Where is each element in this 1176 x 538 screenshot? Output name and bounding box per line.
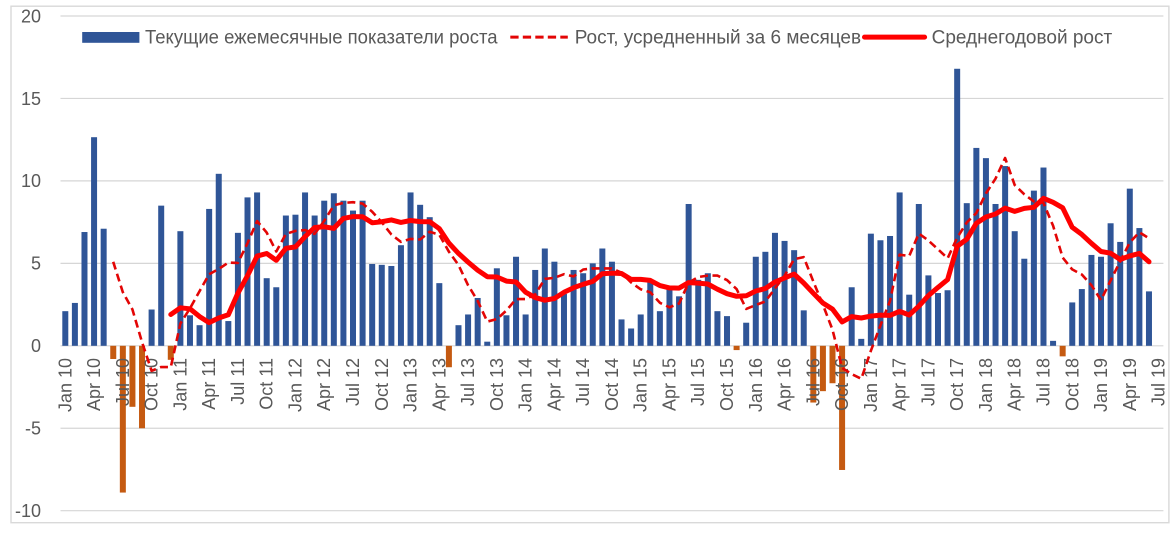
svg-text:20: 20 bbox=[21, 6, 41, 26]
svg-text:Oct 12: Oct 12 bbox=[372, 358, 392, 411]
svg-text:Jul 16: Jul 16 bbox=[803, 358, 823, 406]
svg-text:Jan 18: Jan 18 bbox=[976, 358, 996, 412]
svg-text:-10: -10 bbox=[15, 501, 41, 521]
svg-text:Oct 11: Oct 11 bbox=[257, 358, 277, 410]
svg-text:Среднегодовой рост: Среднегодовой рост bbox=[932, 28, 1113, 49]
svg-text:15: 15 bbox=[21, 89, 41, 109]
svg-text:Oct 17: Oct 17 bbox=[947, 358, 967, 411]
svg-text:Apr 14: Apr 14 bbox=[544, 358, 564, 411]
svg-text:Apr 17: Apr 17 bbox=[890, 358, 910, 411]
svg-text:Jan 12: Jan 12 bbox=[285, 358, 305, 412]
svg-text:5: 5 bbox=[31, 254, 41, 274]
svg-text:Jan 13: Jan 13 bbox=[401, 358, 421, 412]
svg-text:0: 0 bbox=[31, 336, 41, 356]
svg-text:-5: -5 bbox=[25, 419, 41, 439]
svg-text:Jan 14: Jan 14 bbox=[516, 358, 536, 412]
svg-text:Jul 15: Jul 15 bbox=[688, 358, 708, 406]
svg-text:Jan 16: Jan 16 bbox=[746, 358, 766, 412]
svg-text:Jul 13: Jul 13 bbox=[458, 358, 478, 406]
svg-text:Apr 15: Apr 15 bbox=[659, 358, 679, 411]
svg-text:Oct 10: Oct 10 bbox=[142, 358, 162, 411]
svg-text:Jul 10: Jul 10 bbox=[113, 358, 133, 406]
svg-text:Apr 12: Apr 12 bbox=[314, 358, 334, 411]
svg-text:10: 10 bbox=[21, 171, 41, 191]
svg-text:Jul 12: Jul 12 bbox=[343, 358, 363, 406]
svg-text:Oct 18: Oct 18 bbox=[1062, 358, 1082, 411]
svg-text:Jul 11: Jul 11 bbox=[228, 358, 248, 405]
svg-text:Текущие ежемесячные показатели: Текущие ежемесячные показатели роста bbox=[145, 28, 498, 49]
svg-text:Apr 19: Apr 19 bbox=[1120, 358, 1140, 411]
svg-text:Рост, усредненный за 6 месяцев: Рост, усредненный за 6 месяцев bbox=[575, 28, 861, 49]
svg-text:Apr 11: Apr 11 bbox=[199, 358, 219, 410]
svg-text:Oct 14: Oct 14 bbox=[602, 358, 622, 411]
svg-text:Apr 10: Apr 10 bbox=[84, 358, 104, 411]
svg-text:Jul 14: Jul 14 bbox=[573, 358, 593, 406]
svg-text:Jan 11: Jan 11 bbox=[170, 358, 190, 411]
svg-text:Jul 17: Jul 17 bbox=[918, 358, 938, 406]
svg-text:Apr 18: Apr 18 bbox=[1005, 358, 1025, 411]
svg-text:Jul 19: Jul 19 bbox=[1149, 358, 1169, 406]
svg-text:Oct 16: Oct 16 bbox=[832, 358, 852, 411]
svg-text:Jan 10: Jan 10 bbox=[55, 358, 75, 412]
svg-text:Jan 17: Jan 17 bbox=[861, 358, 881, 412]
svg-text:Jul 18: Jul 18 bbox=[1033, 358, 1053, 406]
svg-text:Jan 15: Jan 15 bbox=[631, 358, 651, 412]
svg-text:Jan 19: Jan 19 bbox=[1091, 358, 1111, 412]
svg-text:Oct 13: Oct 13 bbox=[487, 358, 507, 411]
svg-text:Apr 16: Apr 16 bbox=[775, 358, 795, 411]
svg-text:Oct 15: Oct 15 bbox=[717, 358, 737, 411]
svg-text:Apr 13: Apr 13 bbox=[429, 358, 449, 411]
